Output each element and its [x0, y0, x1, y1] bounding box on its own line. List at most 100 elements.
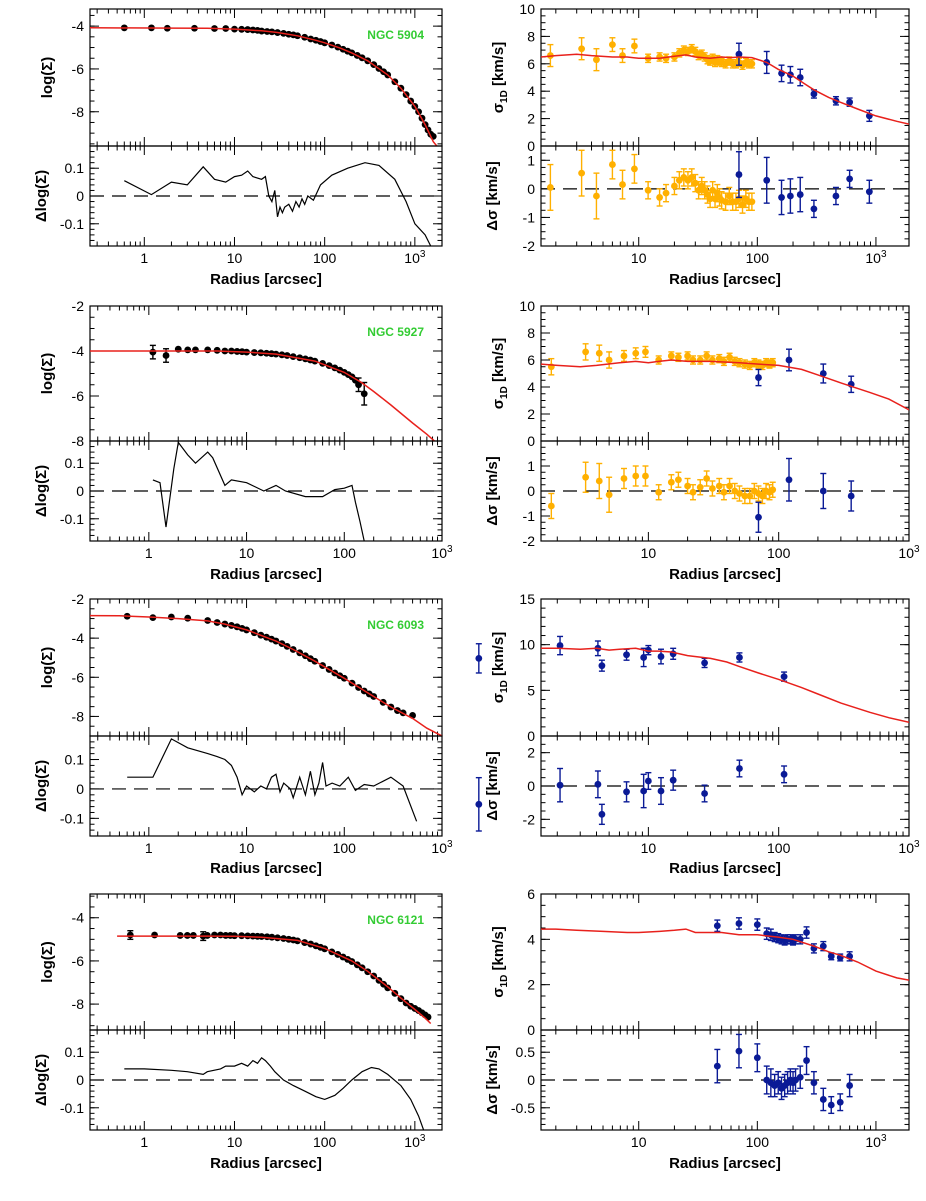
proper-motion-point: [593, 56, 600, 64]
proper-motion-residual-point: [741, 492, 749, 500]
y-tick-label: 0: [76, 483, 84, 499]
y-tick-label: 0: [76, 188, 84, 204]
line-of-sight-residual-point: [623, 788, 630, 796]
x-tick-label: 1: [140, 1134, 148, 1150]
line-of-sight-residual-point: [847, 492, 855, 500]
y-tick-label: -1: [523, 209, 536, 225]
x-tick-label: 100: [746, 1134, 770, 1150]
line-of-sight-point: [785, 356, 793, 364]
y-tick-label: -6: [72, 669, 85, 685]
proper-motion-point: [605, 356, 613, 364]
cluster-name: NGC 6121: [367, 913, 424, 927]
y-tick-label: -2: [523, 238, 536, 254]
line-of-sight-residual-point: [701, 790, 708, 797]
y-tick-label: 15: [519, 591, 535, 607]
proper-motion-point: [703, 352, 711, 360]
profile-point: [192, 346, 199, 354]
y-tick-label: -0.1: [60, 511, 84, 527]
y-tick-label: 0.1: [65, 1044, 85, 1060]
y-tick-label: 0: [527, 433, 535, 449]
x-tick-label: 100: [767, 545, 791, 561]
line-of-sight-residual-point: [796, 191, 804, 198]
y-axis-label-dlog-sigma: Δlog(Σ): [33, 760, 50, 812]
y-tick-label: -2: [72, 298, 85, 314]
profile-point: [167, 613, 175, 621]
y-axis-label-log-sigma: log(Σ): [39, 57, 56, 98]
proper-motion-residual-point: [655, 488, 663, 496]
proper-motion-point: [578, 45, 586, 53]
y-tick-label: 10: [519, 637, 535, 653]
x-tick-label: 1: [145, 840, 153, 856]
proper-motion-point: [674, 353, 682, 361]
y-tick-label: 0: [527, 728, 535, 744]
line-of-sight-residual-point: [786, 192, 794, 200]
x-axis-label: Radius [arcsec]: [669, 566, 781, 583]
profile-point: [126, 931, 134, 939]
proper-motion-residual-point: [674, 476, 682, 484]
x-tick-label: 10: [631, 1134, 647, 1150]
x-tick-label: 10: [239, 840, 255, 856]
y-tick-label: -6: [72, 61, 85, 77]
y-tick-label: 6: [527, 56, 535, 72]
x-tick-label: 10: [239, 545, 255, 561]
line-of-sight-residual-point: [669, 776, 677, 784]
y-tick-label: 0.1: [65, 455, 85, 471]
y-tick-label: 2: [527, 111, 535, 127]
y-axis-label-log-sigma: log(Σ): [39, 353, 56, 394]
proper-motion-residual-point: [609, 161, 616, 168]
y-tick-label: -2: [523, 533, 536, 549]
proper-motion-point: [619, 52, 626, 59]
proper-motion-point: [689, 356, 697, 364]
x-axis-label: Radius [arcsec]: [210, 1155, 322, 1172]
line-of-sight-residual-point: [755, 513, 762, 521]
proper-motion-residual-point: [547, 502, 555, 510]
proper-motion-residual-point: [667, 478, 675, 486]
dispersion-plot-frame: [540, 305, 910, 442]
line-of-sight-residual-point: [846, 1082, 854, 1089]
line-of-sight-point: [598, 662, 606, 670]
y-tick-label: 0: [527, 1022, 535, 1038]
y-tick-label: 10: [519, 1, 535, 17]
line-of-sight-residual-point: [657, 787, 665, 795]
proper-motion-residual-point: [642, 472, 649, 480]
y-axis-label-dsigma: Δσ [km/s]: [484, 161, 501, 230]
profile-model-line: [90, 27, 438, 146]
y-tick-label: 0.1: [65, 160, 85, 176]
y-tick-label: -6: [72, 388, 85, 404]
proper-motion-residual-point: [748, 198, 756, 206]
y-tick-label: -0.1: [60, 810, 84, 826]
line-of-sight-point: [475, 654, 483, 662]
x-axis-label: Radius [arcsec]: [210, 271, 322, 288]
profile-residual-line: [152, 441, 365, 541]
proper-motion-residual-point: [703, 475, 711, 482]
proper-motion-point: [595, 349, 603, 357]
profile-residual-line: [124, 162, 432, 246]
x-tick-label: 100: [333, 840, 357, 856]
proper-motion-residual-point: [620, 475, 628, 482]
proper-motion-residual-point: [759, 492, 766, 500]
proper-motion-residual-point: [696, 483, 704, 491]
line-of-sight-residual-point: [810, 1079, 818, 1087]
y-tick-label: 0.1: [65, 752, 85, 768]
profile-residual-line: [127, 738, 418, 822]
x-tick-label: 103: [404, 1133, 426, 1150]
proper-motion-residual-point: [593, 192, 600, 200]
x-tick-label: 10: [227, 1134, 243, 1150]
y-tick-label: -8: [72, 708, 85, 724]
profile-panel-ngc-5904: -4 -6 -8 NGC 5904 log(Σ) 1 10 100 103 0.1 0 -0.1 Δlo…: [33, 8, 443, 288]
proper-motion-residual-point: [582, 473, 590, 481]
line-of-sight-point: [810, 90, 818, 98]
line-of-sight-point: [657, 653, 665, 660]
line-of-sight-residual-point: [598, 810, 606, 818]
y-axis-label-sigma-1d: σ1D [km/s]: [490, 632, 510, 703]
x-tick-label: 103: [898, 839, 920, 856]
profile-model-line: [90, 350, 436, 441]
x-axis-label: Radius [arcsec]: [210, 860, 322, 877]
x-tick-label: 103: [431, 839, 453, 856]
line-of-sight-point: [736, 654, 743, 661]
line-of-sight-point: [780, 673, 788, 681]
